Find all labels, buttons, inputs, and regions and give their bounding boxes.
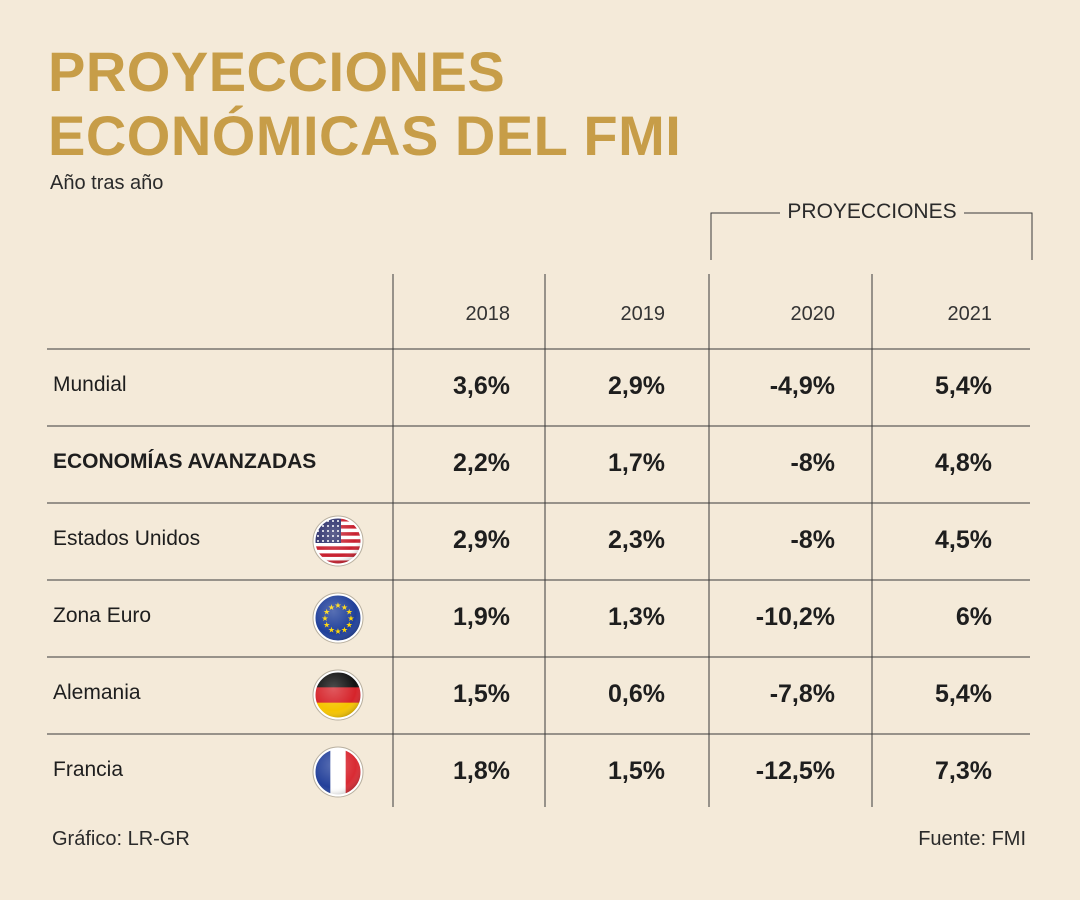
eu-flag-icon-shade <box>315 595 361 641</box>
france-flag-icon-rim-outer <box>312 746 364 798</box>
cell-value: -10,2% <box>756 603 835 631</box>
cell-value: 2,9% <box>453 526 510 554</box>
cell-value: 1,5% <box>608 757 665 785</box>
row-label: Mundial <box>53 373 127 396</box>
us-flag-icon-shade <box>315 518 361 564</box>
germany-flag-icon-shade <box>315 672 361 718</box>
title-line-2: ECONÓMICAS DEL FMI <box>48 104 682 167</box>
us-flag-icon-rim <box>313 516 363 566</box>
germany-flag-icon-rim <box>313 670 363 720</box>
cell-value: 1,5% <box>453 680 510 708</box>
cell-value: -4,9% <box>770 372 835 400</box>
row-label: Zona Euro <box>53 604 151 627</box>
cell-value: -7,8% <box>770 680 835 708</box>
cell-value: -8% <box>791 449 835 477</box>
row-label: ECONOMÍAS AVANZADAS <box>53 450 316 473</box>
us-flag-icon-rim-outer <box>312 515 364 567</box>
cell-value: 4,8% <box>935 449 992 477</box>
cell-value: 1,7% <box>608 449 665 477</box>
cell-value: 6% <box>956 603 992 631</box>
cell-value: 1,9% <box>453 603 510 631</box>
row-label: Alemania <box>53 681 141 704</box>
eu-flag-icon-rim <box>313 593 363 643</box>
column-header-2020: 2020 <box>791 303 836 325</box>
column-header-2019: 2019 <box>621 303 666 325</box>
row-label: Francia <box>53 758 123 781</box>
flag-star <box>317 520 319 522</box>
france-flag-icon <box>312 746 364 798</box>
cell-value: 1,8% <box>453 757 510 785</box>
germany-flag-icon <box>312 669 364 721</box>
cell-value: 7,3% <box>935 757 992 785</box>
france-flag-icon-shade <box>315 749 361 795</box>
cell-value: 1,3% <box>608 603 665 631</box>
france-flag-icon-rim <box>313 747 363 797</box>
chart-subtitle: Año tras año <box>50 172 164 194</box>
eu-flag-icon: ★★★★★★★★★★★★ <box>312 592 364 644</box>
eu-flag-icon-rim-outer <box>312 592 364 644</box>
cell-value: 2,9% <box>608 372 665 400</box>
germany-flag-icon-rim-outer <box>312 669 364 721</box>
cell-value: -8% <box>791 526 835 554</box>
us-flag-icon <box>312 515 364 567</box>
row-label: Estados Unidos <box>53 527 200 550</box>
cell-value: 4,5% <box>935 526 992 554</box>
chart-title: PROYECCIONES ECONÓMICAS DEL FMI <box>48 40 681 168</box>
cell-value: 5,4% <box>935 680 992 708</box>
title-line-1: PROYECCIONES <box>48 40 506 103</box>
cell-value: 3,6% <box>453 372 510 400</box>
cell-value: 2,2% <box>453 449 510 477</box>
cell-value: 5,4% <box>935 372 992 400</box>
projections-label: PROYECCIONES <box>780 200 964 224</box>
projection-bracket-left <box>710 212 781 260</box>
cell-value: -12,5% <box>756 757 835 785</box>
cell-value: 2,3% <box>608 526 665 554</box>
column-header-2018: 2018 <box>466 303 511 325</box>
column-header-2021: 2021 <box>948 303 993 325</box>
chart-credit: Gráfico: LR-GR <box>52 828 190 850</box>
cell-value: 0,6% <box>608 680 665 708</box>
projection-bracket-right <box>960 212 1033 260</box>
chart-source: Fuente: FMI <box>918 828 1026 850</box>
